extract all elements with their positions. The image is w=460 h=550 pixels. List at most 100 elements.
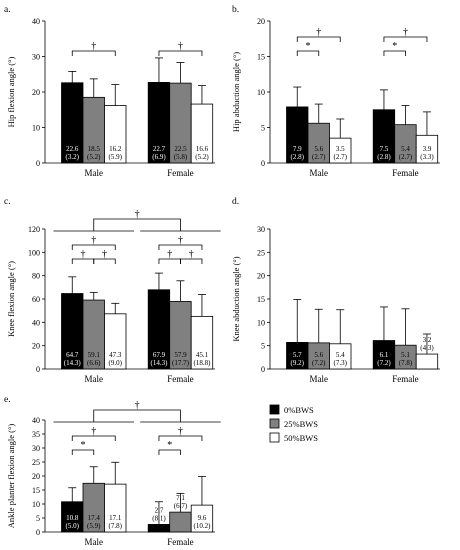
data-label: (3.3) — [420, 153, 434, 161]
panel-label: b. — [232, 5, 239, 15]
data-label: (17.7) — [172, 359, 190, 367]
data-label: 47.3 — [109, 351, 122, 359]
y-tick-label: 20 — [32, 88, 40, 97]
data-label: (3.2) — [66, 153, 80, 161]
y-tick-label: 15 — [32, 486, 40, 495]
significance-marker: * — [392, 41, 397, 52]
legend: 0%BWS 25%BWS 50%BWS — [269, 404, 318, 443]
y-tick-label: 20 — [257, 17, 265, 26]
significance-marker: † — [316, 27, 321, 38]
data-label: (9.2) — [291, 359, 305, 367]
data-label: (10.2) — [193, 522, 211, 530]
y-tick-label: 40 — [32, 416, 40, 425]
significance-bracket — [158, 244, 203, 250]
data-label: (7.2) — [312, 359, 326, 367]
significance-marker: * — [81, 440, 86, 451]
data-label: (2.8) — [377, 153, 391, 161]
legend-label: 25%BWS — [284, 419, 318, 429]
data-label: 3.2 — [423, 336, 432, 344]
data-label: 45.1 — [196, 351, 209, 359]
significance-bracket — [383, 50, 406, 56]
significance-marker: † — [403, 27, 408, 38]
bar-0pctbws — [147, 524, 171, 533]
data-label: 5.7 — [293, 351, 302, 359]
data-label: 64.7 — [66, 351, 79, 359]
significance-marker: † — [102, 249, 107, 260]
x-category-label: Male — [310, 168, 329, 178]
data-label: (5.0) — [66, 522, 80, 530]
data-label: (5.9) — [87, 522, 101, 530]
y-tick-label: 20 — [32, 342, 40, 351]
y-tick-label: 5 — [261, 342, 265, 351]
x-category-label: Female — [167, 374, 194, 384]
data-label: (5.8) — [174, 153, 188, 161]
significance-bracket — [180, 258, 203, 264]
x-category-label: Female — [167, 168, 194, 178]
data-label: (8.1) — [152, 514, 166, 522]
y-tick-label: 0 — [261, 365, 265, 374]
bar-50pctbws — [415, 353, 439, 370]
panel-b-hip-abduction: b. Hip abduction angle (°) 0 5 10 15 20 Male Fem… — [231, 5, 440, 178]
y-tick-label: 80 — [32, 272, 40, 281]
y-tick-label: 0 — [36, 365, 40, 374]
significance-bracket — [71, 435, 116, 441]
y-axis-label: Ankle planter flexion angle (°) — [6, 424, 16, 529]
y-tick-label: 60 — [32, 295, 40, 304]
data-label: 3.5 — [336, 145, 345, 153]
y-tick-label: 30 — [32, 444, 40, 453]
data-label: (5.2) — [87, 153, 101, 161]
y-axis-label: Hip flexion angle (°) — [6, 56, 16, 127]
significance-marker: * — [167, 440, 172, 451]
y-tick-label: 10 — [32, 124, 40, 133]
panel-label: d. — [232, 197, 239, 207]
data-label: 5.4 — [336, 351, 345, 359]
data-label: 17.1 — [109, 514, 122, 522]
y-tick-label: 5 — [261, 124, 265, 133]
data-label: 59.1 — [88, 351, 101, 359]
data-label: (18.8) — [193, 359, 211, 367]
significance-marker: † — [167, 249, 172, 260]
data-label: (6.7) — [174, 502, 188, 510]
significance-bracket — [158, 449, 181, 455]
y-tick-label: 25 — [32, 458, 40, 467]
between-group-marker: † — [135, 400, 140, 411]
data-label: 22.5 — [174, 145, 187, 153]
x-category-label: Male — [85, 168, 104, 178]
data-label: (14.3) — [64, 359, 82, 367]
significance-bracket — [93, 258, 116, 264]
legend-label: 50%BWS — [284, 433, 318, 443]
data-label: 67.9 — [153, 351, 166, 359]
y-tick-label: 15 — [257, 295, 265, 304]
significance-marker: † — [91, 41, 96, 52]
data-label: 22.7 — [153, 145, 166, 153]
panel-c-knee-flexion: c. Knee flexion angle (°) 0 20 40 60 80 100 120 M… — [4, 197, 221, 384]
data-label: (7.3) — [334, 359, 348, 367]
significance-bracket — [71, 50, 116, 56]
y-axis-label: Hip abduction angle (°) — [231, 52, 241, 132]
data-label: 6.1 — [380, 351, 389, 359]
data-label: (4.3) — [420, 344, 434, 352]
significance-marker: † — [178, 41, 183, 52]
data-label: 16.2 — [109, 145, 122, 153]
panel-label: e. — [4, 395, 11, 405]
data-label: 5.4 — [401, 145, 410, 153]
y-tick-label: 0 — [36, 159, 40, 168]
data-label: (6.6) — [87, 359, 101, 367]
significance-bracket — [71, 449, 95, 455]
data-label: (2.7) — [334, 153, 348, 161]
between-group-marker: † — [135, 209, 140, 220]
data-label: (2.8) — [291, 153, 305, 161]
data-label: 18.5 — [88, 145, 101, 153]
data-label: 3.9 — [423, 145, 432, 153]
data-label: 7.1 — [176, 494, 185, 502]
panel-d-knee-abduction: d. Knee abduction angle (°) 0 5 10 15 20 25 30 Ma… — [231, 197, 440, 384]
y-tick-label: 100 — [28, 248, 40, 257]
legend-swatch — [269, 432, 280, 443]
x-category-label: Female — [167, 537, 194, 547]
x-category-label: Male — [310, 374, 329, 384]
significance-marker: † — [178, 426, 183, 437]
y-tick-label: 40 — [32, 318, 40, 327]
y-tick-label: 10 — [32, 500, 40, 509]
data-label: 57.9 — [174, 351, 187, 359]
data-label: (5.2) — [195, 153, 209, 161]
